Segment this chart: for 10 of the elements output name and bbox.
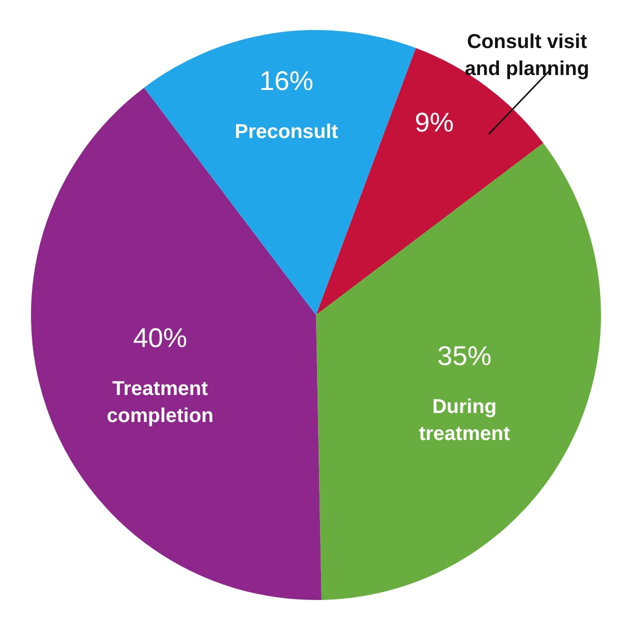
data-label: 16%	[259, 66, 314, 96]
data-label: 9%	[414, 108, 454, 138]
slice-label: Consult visit and planning	[464, 31, 590, 80]
slice-label: Preconsult	[234, 121, 338, 144]
slice-label: Treatment completion	[106, 378, 214, 427]
pie-slice	[316, 143, 601, 600]
data-label: 35%	[437, 341, 492, 372]
slice-label: During treatment	[418, 396, 510, 446]
data-label: 40%	[133, 322, 188, 353]
pie-slice	[144, 30, 416, 315]
